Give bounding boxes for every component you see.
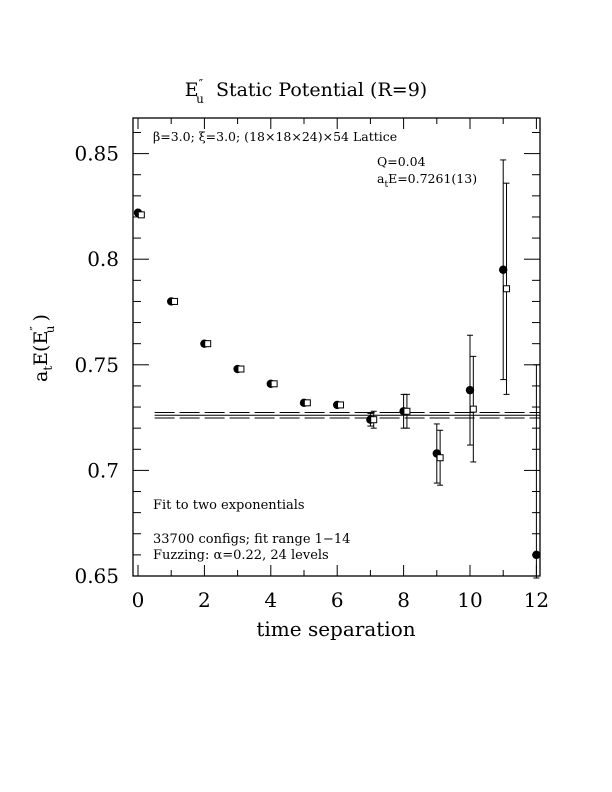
y-tick-label: 0.75 [74,353,119,377]
data-point-square [303,399,311,407]
y-tick-label: 0.85 [74,142,119,166]
fit-band [154,412,540,419]
x-tick-label: 2 [198,588,211,612]
data-point-square [403,407,411,415]
data-points [133,159,541,579]
data-point-square [370,416,378,424]
y-tick-label: 0.8 [87,247,119,271]
x-tick-label: 6 [331,588,344,612]
data-point-square [237,365,245,373]
y-axis-label: atE(E″u) [28,314,57,382]
lattice-annotation: β=3.0; ξ=3.0; (18×18×24)×54 Lattice [153,129,397,144]
x-tick-label: 4 [264,588,277,612]
q-annotation: Q=0.04 [377,154,426,169]
x-tick-label: 0 [132,588,145,612]
configs-annotation: 33700 configs; fit range 1−14 [153,532,350,547]
data-point-square [337,401,345,409]
data-point-square [270,380,278,388]
energy-annotation: atE=0.7261(13) [377,171,477,190]
fuzzing-annotation: Fuzzing: α=0.22, 24 levels [153,548,329,563]
y-tick-label: 0.7 [87,458,119,482]
data-point-square [503,285,511,293]
y-tick-label: 0.65 [74,564,119,588]
data-point-circle [465,385,475,395]
data-point-square [137,211,145,219]
x-tick-label: 12 [524,588,549,612]
data-point-square [171,297,179,305]
fit-description: Fit to two exponentials [153,498,305,513]
x-tick-label: 8 [397,588,410,612]
chart-title: E″ u Static Potential (R=9) [185,77,427,106]
data-point-circle [532,550,541,560]
data-point-circle [499,265,508,274]
data-point-square [469,405,477,413]
x-tick-label: 10 [457,588,482,612]
data-point-square [436,454,444,462]
x-axis-label: time separation [256,617,415,641]
x-tick-labels: 0 2 4 6 8 10 12 [132,588,549,612]
plot-frame [132,117,541,577]
axis-ticks [133,118,540,577]
y-tick-labels: 0.65 0.7 0.75 0.8 0.85 [74,142,119,588]
data-point-square [204,340,212,348]
